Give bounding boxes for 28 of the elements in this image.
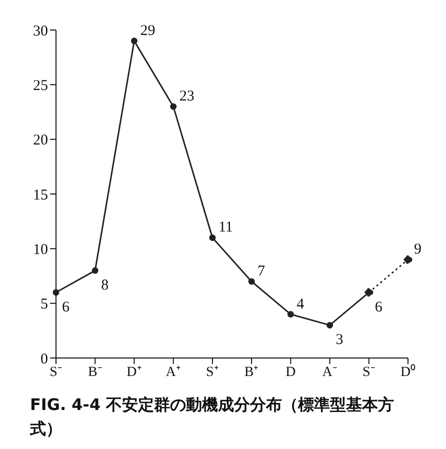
text: FIG. 4-4 不安定群の動機成分分布（標準型基本方式） (28, 394, 396, 440)
data-label: 23 (179, 88, 194, 105)
y-tick-label: 15 (33, 187, 48, 204)
x-tick-label: D⁺ (126, 364, 142, 380)
y-tick-label: 30 (33, 23, 48, 40)
data-label: 9 (414, 242, 422, 258)
x-tick-label: A⁺ (166, 364, 181, 380)
data-label: 8 (101, 278, 109, 294)
y-tick-label: 20 (33, 132, 48, 149)
data-label: 7 (258, 263, 266, 280)
data-label: 6 (62, 299, 70, 316)
data-label: 11 (218, 220, 233, 236)
data-label: 4 (296, 296, 305, 312)
x-tick-label: A⁻ (322, 364, 338, 380)
y-tick-label: 0 (40, 351, 48, 368)
y-tick-label: 10 (33, 242, 48, 258)
x-tick-label: S⁺ (206, 364, 219, 380)
x-tick-label: D⁰ (400, 364, 416, 380)
x-tick-label: S⁻ (362, 364, 376, 380)
data-label: 3 (336, 332, 344, 348)
x-tick-label: D (286, 364, 296, 380)
data-label: 29 (140, 22, 156, 39)
x-tick-label: S⁻ (50, 364, 62, 380)
data-label: 6 (374, 299, 383, 316)
x-tick-label: B⁺ (244, 364, 259, 380)
y-tick-label: 5 (40, 296, 48, 313)
y-tick-label: 25 (33, 78, 48, 94)
x-tick-label: B⁻ (88, 364, 102, 380)
